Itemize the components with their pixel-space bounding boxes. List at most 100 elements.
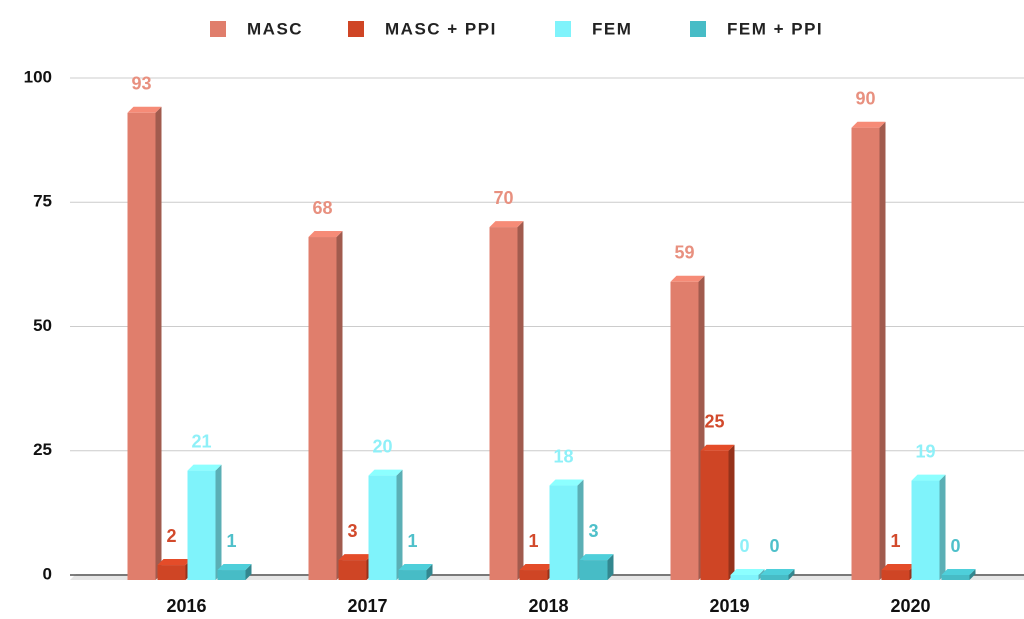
legend-label: FEM + PPI <box>727 19 823 38</box>
bar-top <box>127 106 162 113</box>
bar <box>700 444 735 580</box>
data-label: 18 <box>553 446 573 466</box>
bar-front <box>549 485 578 580</box>
bar-top <box>338 554 373 561</box>
bar-side <box>879 121 886 580</box>
bar-side <box>728 444 735 580</box>
bar-top <box>851 121 886 128</box>
data-label: 21 <box>191 431 211 451</box>
bar <box>851 121 886 580</box>
bar-front <box>579 560 608 580</box>
bar-front <box>519 570 548 580</box>
bar-side <box>969 569 976 580</box>
bar <box>217 564 252 580</box>
y-tick-label: 25 <box>33 440 52 459</box>
bar-top <box>489 221 524 228</box>
bar-front <box>911 480 940 580</box>
bar-side <box>155 106 162 580</box>
bar-front <box>730 575 759 580</box>
bar-front <box>157 565 186 580</box>
data-label: 25 <box>704 412 724 432</box>
legend-swatch <box>210 21 226 37</box>
bar-top <box>911 474 946 481</box>
bar <box>398 564 433 580</box>
bar-side <box>517 221 524 580</box>
bar <box>760 569 795 580</box>
bar-top <box>579 554 614 561</box>
data-label: 1 <box>226 531 236 551</box>
bar-front <box>127 112 156 580</box>
bar-top <box>187 464 222 471</box>
bar <box>941 569 976 580</box>
bar-front <box>398 570 427 580</box>
bar-front <box>338 560 367 580</box>
bar <box>368 469 403 580</box>
bar-top <box>157 559 192 566</box>
bar-front <box>700 450 729 580</box>
data-label: 59 <box>674 243 694 263</box>
bar-top <box>519 564 554 571</box>
bar <box>127 106 162 580</box>
bar-front <box>217 570 246 580</box>
bar <box>489 221 524 580</box>
legend-swatch <box>348 21 364 37</box>
bar-front <box>308 237 337 581</box>
bar <box>157 559 192 580</box>
bar-side <box>396 469 403 580</box>
bar <box>549 479 584 580</box>
bar-side <box>426 564 433 580</box>
data-label: 70 <box>493 188 513 208</box>
bar-front <box>368 475 397 580</box>
data-label: 3 <box>588 521 598 541</box>
bar-front <box>670 281 699 580</box>
bar-top <box>308 231 343 238</box>
bar-side <box>939 474 946 580</box>
bar-top <box>670 275 705 282</box>
bar <box>579 554 614 580</box>
bar-top <box>368 469 403 476</box>
bar-front <box>881 570 910 580</box>
x-tick-label: 2016 <box>166 596 206 616</box>
bar-front <box>187 470 216 580</box>
data-label: 0 <box>950 536 960 556</box>
data-label: 0 <box>739 536 749 556</box>
bar-top <box>941 569 976 575</box>
bar-top <box>700 444 735 451</box>
bar <box>670 275 705 580</box>
data-label: 2 <box>166 526 176 546</box>
x-tick-label: 2020 <box>890 596 930 616</box>
x-tick-label: 2018 <box>528 596 568 616</box>
bar-front <box>851 127 880 580</box>
bar-side <box>215 464 222 580</box>
bar-top <box>549 479 584 486</box>
legend-swatch <box>690 21 706 37</box>
legend-label: FEM <box>592 19 632 38</box>
data-label: 93 <box>131 74 151 94</box>
bar <box>881 564 916 580</box>
data-label: 3 <box>347 521 357 541</box>
bar <box>187 464 222 580</box>
bar-front <box>760 575 789 580</box>
data-label: 90 <box>855 88 875 108</box>
legend-label: MASC + PPI <box>385 19 497 38</box>
bar <box>911 474 946 580</box>
x-tick-label: 2017 <box>347 596 387 616</box>
bar-top <box>760 569 795 575</box>
bar-top <box>217 564 252 571</box>
bar <box>730 569 765 580</box>
data-label: 20 <box>372 436 392 456</box>
y-tick-label: 100 <box>24 67 52 86</box>
legend-swatch <box>555 21 571 37</box>
bar-side <box>245 564 252 580</box>
bar-side <box>607 554 614 580</box>
data-label: 19 <box>915 441 935 461</box>
y-tick-label: 0 <box>43 564 52 583</box>
bar <box>338 554 373 580</box>
bar <box>519 564 554 580</box>
y-tick-label: 50 <box>33 316 52 335</box>
legend-label: MASC <box>247 19 303 38</box>
bar-front <box>489 227 518 580</box>
bar-top <box>730 569 765 575</box>
data-label: 1 <box>528 531 538 551</box>
